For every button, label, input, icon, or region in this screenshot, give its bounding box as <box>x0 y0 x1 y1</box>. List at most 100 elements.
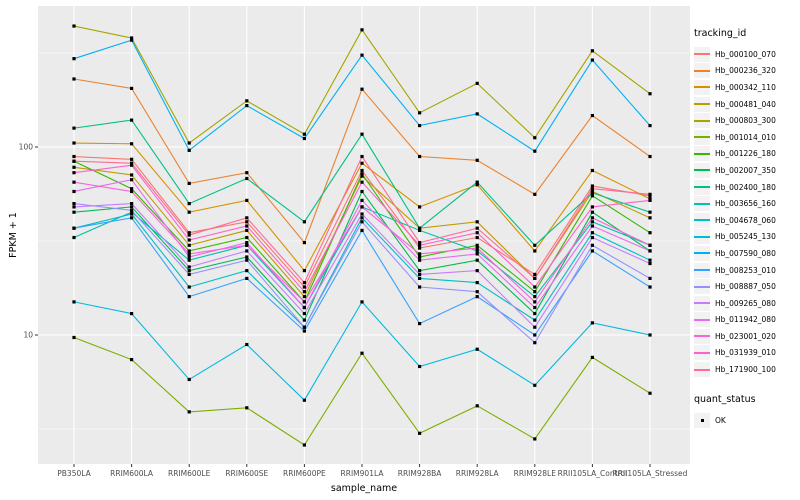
data-point <box>245 342 249 347</box>
legend-entry-label: Hb_023001_020 <box>715 331 776 341</box>
data-point <box>187 410 191 414</box>
data-point <box>245 198 249 202</box>
data-point <box>533 276 537 281</box>
data-point <box>590 216 594 220</box>
data-point <box>360 198 364 202</box>
legend-entry-Hb_001014_010: Hb_001014_010 <box>694 129 798 146</box>
x-axis-title: sample_name <box>330 483 398 494</box>
data-point <box>187 181 191 186</box>
data-point <box>72 205 76 209</box>
legend-key-box <box>694 312 710 328</box>
data-point <box>130 212 134 216</box>
data-point <box>360 212 364 216</box>
legend-key-line-icon <box>694 186 710 189</box>
data-point <box>475 226 479 230</box>
data-point <box>418 123 422 128</box>
data-point <box>590 194 594 198</box>
data-point <box>245 216 249 220</box>
data-point <box>72 300 76 304</box>
data-point <box>648 391 652 395</box>
data-point <box>360 28 364 32</box>
data-point <box>187 255 191 259</box>
data-point <box>360 154 364 159</box>
data-point <box>302 318 306 322</box>
data-point <box>245 104 249 108</box>
legend-key-line-icon <box>694 235 710 238</box>
data-point <box>187 269 191 273</box>
data-point <box>475 243 479 247</box>
data-point <box>533 305 537 310</box>
x-tick-label-RRIM928LE: RRIM928LE <box>513 469 556 478</box>
data-point <box>590 231 594 235</box>
legend-entry-label: Hb_004678_060 <box>715 215 776 225</box>
data-point <box>360 180 364 184</box>
data-point <box>187 265 191 269</box>
x-tick-label-RRIM600LA: RRIM600LA <box>110 469 154 478</box>
ok-square-point-icon <box>700 418 704 423</box>
data-point <box>302 300 306 304</box>
data-point <box>302 305 306 310</box>
data-point <box>475 112 479 116</box>
legend-title-tracking-id: tracking_id <box>694 28 747 39</box>
data-point <box>648 231 652 235</box>
data-point <box>360 216 364 220</box>
data-point <box>360 172 364 176</box>
y-tick-label: 10 <box>23 330 33 340</box>
data-point <box>418 228 422 233</box>
x-tick-label-RRIM600LE: RRIM600LE <box>168 469 211 478</box>
data-point <box>72 165 76 169</box>
data-point <box>245 406 249 410</box>
data-point <box>245 176 249 181</box>
data-point <box>475 252 479 256</box>
data-point <box>360 189 364 194</box>
data-point <box>475 290 479 294</box>
x-tick-label-RRIM600SE: RRIM600SE <box>225 469 269 478</box>
data-point <box>72 141 76 145</box>
data-point <box>648 249 652 253</box>
data-point <box>648 333 652 337</box>
data-point <box>418 154 422 159</box>
data-point <box>245 243 249 247</box>
data-point <box>533 272 537 277</box>
data-point <box>360 168 364 173</box>
data-point <box>187 238 191 242</box>
legend-entry-label: Hb_000236_320 <box>715 66 776 76</box>
data-point <box>648 285 652 289</box>
legend-entry-label: Hb_007590_080 <box>715 248 776 258</box>
legend-entry-label: Hb_002400_180 <box>715 182 776 192</box>
data-point <box>302 329 306 333</box>
legend-entry-label: Hb_001014_010 <box>715 132 776 142</box>
data-point <box>533 333 537 337</box>
legend-entry-Hb_000342_110: Hb_000342_110 <box>694 79 798 96</box>
legend-key-box <box>694 262 710 278</box>
data-point <box>475 235 479 240</box>
data-point <box>72 235 76 240</box>
legend-entry-Hb_002007_350: Hb_002007_350 <box>694 162 798 179</box>
legend-entry-ok: OK <box>694 412 798 429</box>
legend-key-line-icon <box>694 69 710 72</box>
legend-key-box <box>694 295 710 311</box>
x-tick-label-RRII105LA_Stressed: RRII105LA_Stressed <box>612 469 688 478</box>
legend-entry-label: Hb_008253_010 <box>715 265 776 275</box>
legend-entry-label: Hb_001226_180 <box>715 149 776 159</box>
data-point <box>533 300 537 304</box>
data-point <box>475 220 479 224</box>
data-point <box>130 118 134 122</box>
data-point <box>590 243 594 247</box>
data-point <box>187 272 191 277</box>
legend-entry-label: Hb_009265_080 <box>715 298 776 308</box>
data-point <box>475 81 479 85</box>
data-point <box>245 255 249 259</box>
data-point <box>648 123 652 128</box>
data-point <box>130 216 134 220</box>
legend-entry-Hb_008887_050: Hb_008887_050 <box>694 278 798 295</box>
legend-entry-Hb_000100_070: Hb_000100_070 <box>694 46 798 63</box>
data-point <box>187 210 191 214</box>
data-point <box>245 258 249 262</box>
data-point <box>418 431 422 435</box>
data-point <box>648 243 652 247</box>
data-point <box>302 136 306 141</box>
data-point <box>72 154 76 159</box>
data-point <box>245 171 249 175</box>
